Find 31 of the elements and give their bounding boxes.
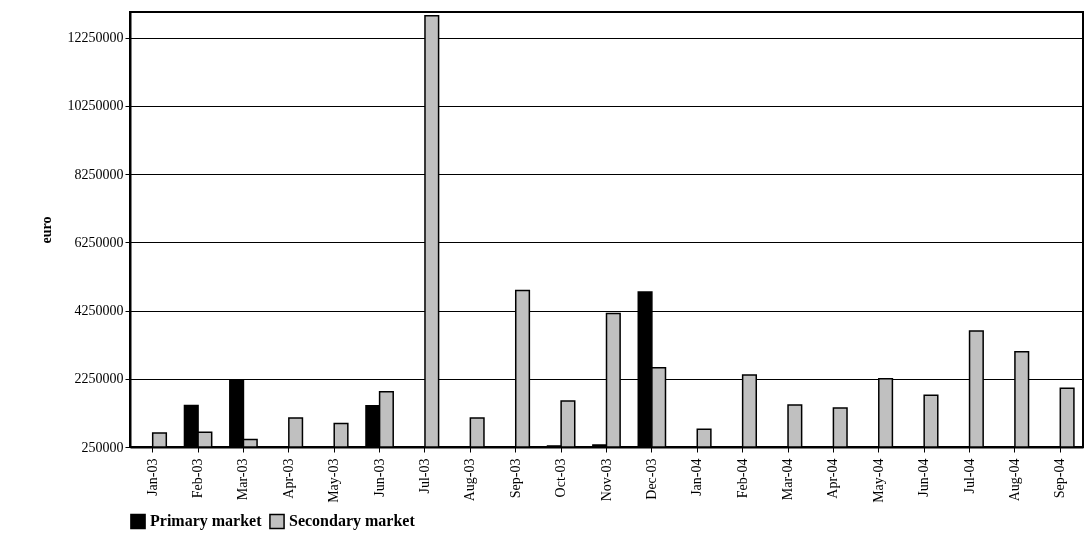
y-tick-label: 2250000 xyxy=(74,371,124,387)
x-tick-label: Feb-03 xyxy=(190,458,206,499)
x-tick-label: Apr-03 xyxy=(280,458,296,499)
y-axis-title: euro xyxy=(38,216,54,244)
x-tick-label: May-03 xyxy=(326,458,342,503)
x-tick-label: Jul-04 xyxy=(961,458,977,494)
x-tick-label: Jun-03 xyxy=(371,458,387,497)
y-tick-label: 6250000 xyxy=(74,234,124,250)
x-tick-label: Feb-04 xyxy=(734,458,750,499)
x-tick-label: Oct-03 xyxy=(553,458,569,498)
x-tick-label: Sep-04 xyxy=(1052,458,1068,499)
x-tick-label: Mar-03 xyxy=(235,458,251,501)
x-tick-label: Dec-03 xyxy=(643,458,659,500)
x-tick-label: Aug-03 xyxy=(462,458,478,502)
x-tick-label: Aug-04 xyxy=(1006,458,1022,502)
x-tick-label: Jan-04 xyxy=(689,458,705,496)
x-tick-label: Jun-04 xyxy=(916,458,932,497)
x-tick-label: Nov-03 xyxy=(598,458,614,502)
x-tick-label: Apr-04 xyxy=(825,458,841,499)
x-tick-label: Jan-03 xyxy=(144,458,160,496)
x-tick-label: Mar-04 xyxy=(780,458,796,501)
y-tick-label: 4250000 xyxy=(74,303,124,319)
y-tick-label: 12250000 xyxy=(67,30,124,46)
y-tick-label: 10250000 xyxy=(67,98,124,114)
x-tick-label: Sep-03 xyxy=(507,458,523,499)
y-tick-label: 250000 xyxy=(81,439,124,455)
x-tick-label: May-04 xyxy=(870,458,886,503)
legend-label: Primary market xyxy=(150,512,263,531)
legend-label: Secondary market xyxy=(289,512,416,531)
x-tick-label: Jul-03 xyxy=(416,458,432,494)
y-tick-label: 8250000 xyxy=(74,166,124,182)
